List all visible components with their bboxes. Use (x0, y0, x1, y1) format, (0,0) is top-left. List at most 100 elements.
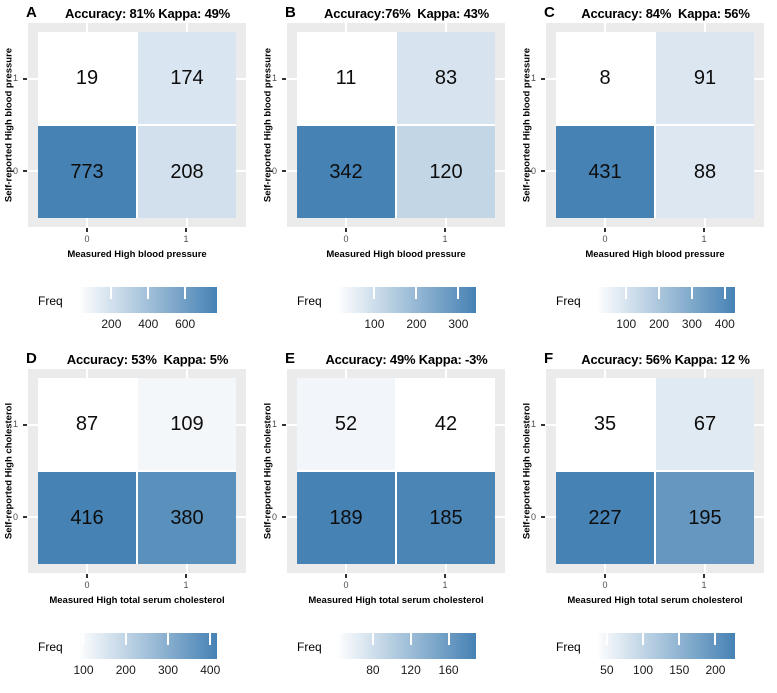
legend-tick-label: 100 (633, 663, 654, 677)
panel-tag-label: A (26, 4, 37, 21)
matrix-cell-y1-x1: 67 (656, 378, 754, 470)
legend-title: Freq (297, 294, 322, 308)
y-tick-label-1: 1 (271, 419, 277, 429)
x-tick-mark (444, 228, 446, 232)
y-tick-mark (23, 78, 27, 80)
legend-tick-label: 50 (600, 663, 614, 677)
confusion-matrix-panel-1: B Accuracy:76% Kappa: 43% Self-reported … (259, 0, 518, 346)
confusion-matrix-panel-4: E Accuracy: 49% Kappa: -3% Self-reported… (259, 346, 518, 693)
panel-title: Accuracy:76% Kappa: 43% (324, 6, 489, 21)
legend-tick-labels: 100 200 300 (337, 317, 476, 332)
freq-legend: Freq 50 100 150 200 (518, 626, 777, 688)
matrix-cell-y1-x1: 83 (397, 32, 495, 124)
legend-tick-label: 200 (101, 317, 122, 331)
legend-tick-label: 200 (705, 663, 726, 677)
y-axis-title: Self-reported High blood pressure (521, 47, 533, 203)
legend-tick-label: 400 (138, 317, 159, 331)
legend-tick-mark (642, 633, 645, 645)
matrix-cell-y0-x0: 227 (556, 472, 654, 564)
x-tick-label-1: 1 (442, 580, 448, 590)
x-tick-label-1: 1 (183, 234, 189, 244)
freq-legend: Freq 100 200 300 400 (518, 280, 777, 342)
legend-colorbar (337, 287, 476, 313)
y-tick-mark (541, 170, 545, 172)
y-tick-mark (541, 78, 545, 80)
legend-tick-mark (658, 287, 661, 299)
panel-title: Accuracy: 49% Kappa: -3% (325, 352, 488, 367)
legend-tick-mark (82, 633, 85, 645)
panel-tag-label: F (544, 350, 554, 367)
plot-area: 35 67 227 195 (546, 369, 764, 573)
matrix-cell-y0-x0: 431 (556, 126, 654, 218)
y-tick-label-1: 1 (530, 419, 536, 429)
legend-tick-mark (147, 287, 150, 299)
legend-tick-mark (447, 633, 450, 645)
x-axis-title: Measured High blood pressure (326, 249, 466, 260)
y-tick-mark (282, 516, 286, 518)
legend-tick-mark (723, 287, 726, 299)
y-tick-label-0: 0 (12, 166, 18, 176)
x-tick-mark (86, 574, 88, 578)
y-tick-mark (282, 170, 286, 172)
legend-tick-label: 400 (200, 663, 221, 677)
x-tick-mark (444, 574, 446, 578)
x-tick-mark (345, 228, 347, 232)
legend-title: Freq (556, 294, 581, 308)
legend-tick-mark (209, 633, 212, 645)
matrix-cell-y1-x0: 35 (556, 378, 654, 470)
x-tick-mark (604, 574, 606, 578)
y-tick-label-0: 0 (530, 166, 536, 176)
matrix-cell-y0-x0: 773 (38, 126, 136, 218)
y-axis-title: Self-reported High cholesterol (3, 402, 15, 540)
panel-tag-label: C (544, 4, 555, 21)
y-tick-label-1: 1 (12, 73, 18, 83)
tile-grid: 52 42 189 185 (297, 378, 495, 564)
legend-tick-label: 100 (73, 663, 94, 677)
y-axis-title: Self-reported High blood pressure (3, 47, 15, 203)
legend-tick-label: 160 (438, 663, 459, 677)
tile-grid: 35 67 227 195 (556, 378, 754, 564)
legend-tick-mark (373, 287, 376, 299)
legend-tick-mark (409, 633, 412, 645)
matrix-cell-y1-x1: 91 (656, 32, 754, 124)
legend-title: Freq (297, 640, 322, 654)
y-axis-title: Self-reported High cholesterol (521, 402, 533, 540)
freq-legend: Freq 100 200 300 400 (0, 626, 259, 688)
legend-tick-mark (457, 287, 460, 299)
matrix-cell-y1-x0: 87 (38, 378, 136, 470)
y-axis-title: Self-reported High cholesterol (262, 402, 274, 540)
freq-legend: Freq 80 120 160 (259, 626, 518, 688)
x-tick-label-0: 0 (343, 580, 349, 590)
legend-tick-labels: 100 200 300 400 (596, 317, 735, 332)
x-tick-label-0: 0 (602, 234, 608, 244)
y-axis-title: Self-reported High blood pressure (262, 47, 274, 203)
y-tick-label-0: 0 (12, 512, 18, 522)
x-tick-mark (86, 228, 88, 232)
legend-tick-labels: 100 200 300 400 (73, 663, 221, 678)
confusion-matrix-panel-0: A Accuracy: 81% Kappa: 49% Self-reported… (0, 0, 259, 346)
freq-legend: Freq 200 400 600 (0, 280, 259, 342)
tile-grid: 8 91 431 88 (556, 32, 754, 218)
panel-title: Accuracy: 84% Kappa: 56% (581, 6, 750, 21)
matrix-cell-y0-x1: 380 (138, 472, 236, 564)
legend-tick-mark (110, 287, 113, 299)
legend-colorbar (78, 287, 217, 313)
matrix-cell-y1-x0: 52 (297, 378, 395, 470)
y-tick-label-1: 1 (530, 73, 536, 83)
legend-tick-label: 200 (406, 317, 427, 331)
y-tick-label-0: 0 (271, 166, 277, 176)
matrix-cell-y0-x1: 208 (138, 126, 236, 218)
legend-tick-label: 400 (714, 317, 735, 331)
x-axis-title: Measured High blood pressure (67, 249, 207, 260)
legend-title: Freq (38, 294, 63, 308)
matrix-cell-y0-x1: 120 (397, 126, 495, 218)
y-tick-label-1: 1 (12, 419, 18, 429)
legend-title: Freq (556, 640, 581, 654)
legend-tick-mark (124, 633, 127, 645)
plot-area: 52 42 189 185 (287, 369, 505, 573)
y-tick-label-0: 0 (271, 512, 277, 522)
legend-tick-mark (714, 633, 717, 645)
legend-tick-mark (690, 287, 693, 299)
legend-tick-label: 100 (616, 317, 637, 331)
legend-tick-label: 300 (681, 317, 702, 331)
